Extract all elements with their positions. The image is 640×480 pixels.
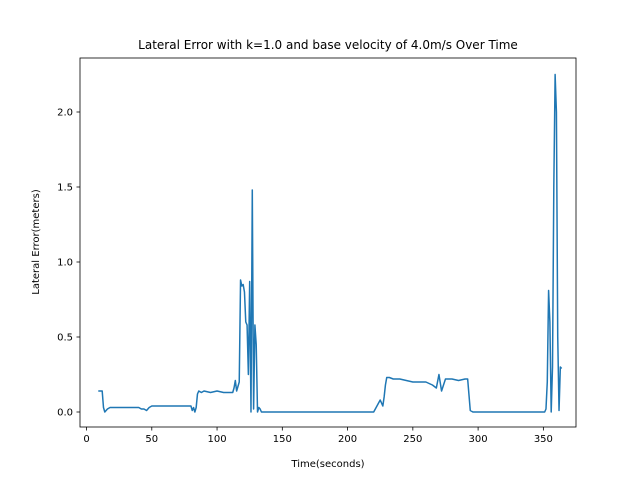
plot-area: [80, 58, 576, 427]
x-axis-label: Time(seconds): [290, 459, 364, 470]
y-tick-label: 0.5: [57, 333, 73, 344]
x-tick-label: 100: [208, 434, 227, 445]
x-tick-label: 350: [534, 434, 553, 445]
y-axis-label: Lateral Error(meters): [31, 189, 42, 295]
x-axis-ticks: 0 50 100 150 200 250 300 350: [83, 427, 553, 445]
y-tick-label: 1.0: [57, 258, 73, 269]
x-tick-label: 300: [469, 434, 488, 445]
chart-title: Lateral Error with k=1.0 and base veloci…: [138, 38, 518, 52]
y-tick-label: 0.0: [57, 408, 73, 419]
y-tick-label: 2.0: [57, 108, 73, 119]
x-tick-label: 150: [273, 434, 292, 445]
plot-frame: [79, 57, 577, 428]
x-tick-label: 200: [338, 434, 357, 445]
series-line-lateral-error: [98, 73, 563, 413]
y-tick-label: 1.5: [57, 183, 73, 194]
x-tick-label: 250: [403, 434, 422, 445]
x-tick-label: 0: [83, 434, 89, 445]
y-axis-ticks: 0.0 0.5 1.0 1.5 2.0: [57, 108, 80, 419]
x-tick-label: 50: [145, 434, 158, 445]
